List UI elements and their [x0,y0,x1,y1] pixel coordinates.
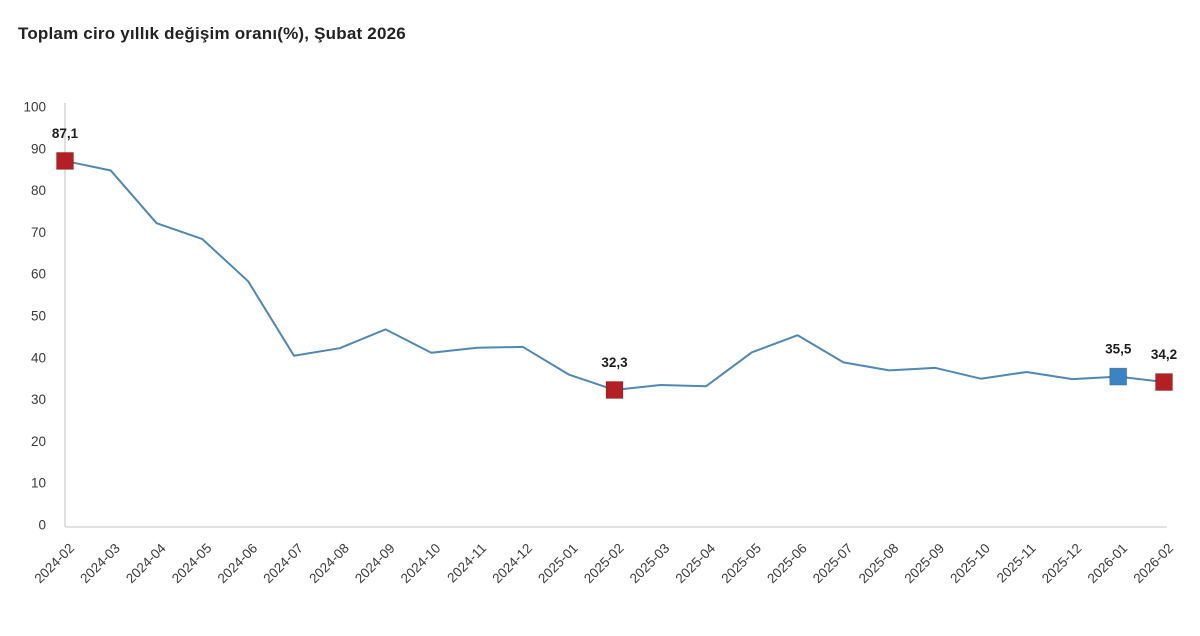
y-axis-tick-label: 20 [31,434,46,449]
x-axis-tick-label: 2024-04 [123,540,169,586]
y-axis-tick-label: 30 [31,392,46,407]
x-axis-tick-label: 2024-07 [260,541,306,587]
x-axis-tick-label: 2024-09 [352,541,398,587]
x-axis-tick-label: 2025-04 [673,540,719,586]
x-axis-tick-label: 2025-11 [994,541,1039,586]
x-axis-tick-label: 2024-11 [444,541,489,586]
y-axis-tick-label: 40 [31,350,46,365]
y-axis-tick-label: 100 [23,100,46,115]
y-axis-tick-label: 50 [31,309,46,324]
x-axis-tick-label: 2026-01 [1085,541,1131,587]
x-axis-tick-label: 2025-06 [764,541,810,587]
x-axis-tick-label: 2024-03 [77,541,123,587]
x-axis-tick-label: 2025-07 [810,541,856,587]
highlight-marker-2025-02[interactable] [605,380,624,399]
data-label-2024-02: 87,1 [52,126,79,141]
x-axis-tick-label: 2025-01 [535,541,581,587]
highlight-marker-2026-01[interactable] [1109,367,1128,386]
x-axis-tick-label: 2024-06 [215,541,261,587]
x-axis-tick-label: 2026-02 [1130,541,1176,587]
x-axis-tick-label: 2025-08 [856,541,902,587]
x-axis-tick-label: 2024-05 [169,541,215,587]
y-axis-tick-label: 60 [31,267,46,282]
x-axis-tick-label: 2024-02 [31,541,77,587]
x-axis-tick-label: 2025-09 [902,541,948,587]
x-axis-tick-label: 2025-10 [947,541,993,587]
x-axis-tick-label: 2025-03 [627,541,673,587]
data-label-2026-02: 34,2 [1151,347,1177,362]
y-axis-tick-label: 90 [31,141,46,156]
x-axis-tick-label: 2025-02 [581,541,627,587]
x-axis-tick-label: 2025-12 [1039,541,1085,587]
data-label-2025-02: 32,3 [601,355,628,370]
page-title: Toplam ciro yıllık değişim oranı(%), Şub… [18,24,406,43]
highlight-marker-2024-02[interactable] [56,151,74,170]
x-axis-tick-label: 2024-12 [489,541,535,587]
y-axis-tick-label: 70 [31,225,46,240]
data-label-2026-01: 35,5 [1105,342,1132,357]
y-axis-tick-label: 10 [31,476,46,491]
y-axis-tick-label: 80 [31,183,46,198]
highlight-marker-2026-02[interactable] [1155,373,1173,392]
x-axis-tick-label: 2025-05 [718,541,764,587]
y-axis-tick-label: 0 [38,518,46,533]
x-axis-tick-label: 2024-08 [306,541,352,587]
x-axis-tick-label: 2024-10 [398,541,444,587]
